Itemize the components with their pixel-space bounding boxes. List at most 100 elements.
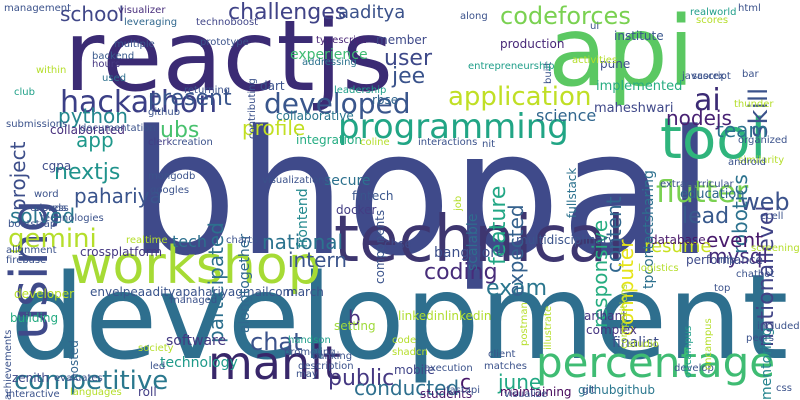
word-develop: develop bbox=[674, 363, 714, 374]
word-ai: ai bbox=[694, 83, 721, 118]
word-cgpa: cgpa bbox=[42, 159, 72, 173]
word-html: html bbox=[738, 3, 761, 14]
word-along: along bbox=[460, 11, 488, 22]
word-user: user bbox=[384, 46, 432, 71]
word-alignment: alignment bbox=[6, 245, 57, 256]
word-top: top bbox=[714, 283, 731, 294]
word-software: software bbox=[166, 333, 227, 349]
word-challenges: challenges bbox=[228, 0, 347, 25]
word-express: express bbox=[30, 203, 69, 214]
word-technology: technology bbox=[160, 355, 238, 371]
word-visualizer: visualizer bbox=[118, 5, 166, 16]
word-aaditya: aaditya bbox=[338, 2, 406, 23]
word-api: api bbox=[548, 0, 695, 108]
word-leveraging: leveraging bbox=[124, 17, 178, 28]
word-logistics: logistics bbox=[638, 263, 679, 274]
word-mysql: mysql bbox=[708, 244, 768, 268]
word-offcampus: offcampus bbox=[683, 325, 694, 378]
word-matches: matches bbox=[484, 361, 527, 372]
word-screening: screening bbox=[751, 243, 800, 254]
word-team: team bbox=[716, 118, 768, 142]
word-technical: technical bbox=[334, 203, 625, 277]
word-conducted: conducted bbox=[354, 376, 460, 400]
word-bar: bar bbox=[742, 69, 759, 80]
word-clouds: clouds bbox=[34, 203, 67, 214]
word-multiple: multiple bbox=[114, 39, 155, 50]
word-typescript: typescript bbox=[316, 35, 367, 46]
word-bangalore: bangalore bbox=[434, 245, 505, 261]
word-git: git bbox=[582, 385, 596, 396]
word-creation: creation bbox=[172, 137, 213, 148]
word-manit: manit bbox=[208, 336, 341, 390]
word-profile: profile bbox=[242, 116, 306, 140]
word-percentage: percentage bbox=[536, 338, 776, 387]
word-crossplatform: crossplatform bbox=[80, 245, 163, 259]
word-bootstrap: bootstrap bbox=[8, 219, 57, 230]
word-docker: docker bbox=[336, 203, 377, 217]
word-visualizations: visualizations bbox=[262, 175, 330, 186]
word-club: club bbox=[14, 87, 35, 98]
word-activities: activities bbox=[572, 55, 618, 66]
word-oncampus: oncampus bbox=[703, 318, 714, 370]
word-github: github bbox=[148, 107, 181, 118]
word-implemented: implemented bbox=[596, 79, 683, 94]
word-nit: nit bbox=[482, 139, 496, 150]
word-backend: backend bbox=[92, 51, 135, 62]
word-technologies: technologies bbox=[40, 213, 104, 224]
word-technoboost: technoboost bbox=[196, 17, 259, 28]
word-nodejs: nodejs bbox=[666, 106, 732, 130]
word-tool: tool bbox=[660, 107, 767, 172]
word-envelpeaadityapahariyagmailcom: envelpeaadityapahariyagmailcom bbox=[90, 285, 295, 299]
word-scorex: scorex bbox=[692, 71, 725, 82]
word-linkedinlinkedin: linkedinlinkedin bbox=[398, 309, 492, 323]
word-pahariya: pahariya bbox=[74, 184, 162, 208]
word-exam: exam bbox=[486, 276, 548, 301]
word-maheshwari: maheshwari bbox=[594, 101, 674, 116]
word-interactions: interactions bbox=[418, 137, 478, 148]
word-ui: ui bbox=[590, 21, 600, 32]
word-ubs: ubs bbox=[160, 118, 200, 143]
word-database: database bbox=[650, 233, 706, 247]
word-javascript: javascript bbox=[682, 71, 731, 82]
word-education: education bbox=[680, 187, 745, 202]
word-hackathon: hackathon bbox=[60, 85, 218, 120]
word-thunder: thunder bbox=[734, 99, 774, 110]
word-member: member bbox=[376, 33, 427, 47]
word-charts: charts bbox=[226, 235, 258, 246]
word-workshop: workshop bbox=[70, 236, 321, 296]
word-present: present bbox=[148, 86, 232, 111]
word-execution: execution bbox=[424, 363, 473, 374]
word-similarity: similarity bbox=[738, 155, 785, 166]
word-chatbot: chatbot bbox=[736, 269, 775, 280]
word-css: css bbox=[776, 383, 792, 394]
word-performance: performance bbox=[686, 253, 763, 267]
word-setting: setting bbox=[334, 319, 376, 333]
word-led: led bbox=[150, 361, 166, 372]
word-mobile: mobile bbox=[394, 363, 435, 377]
word-frontend: frontend bbox=[295, 188, 311, 248]
word-python: python bbox=[58, 104, 128, 128]
word-realworld: realworld bbox=[690, 7, 737, 18]
word-fintech: fintech bbox=[352, 189, 394, 203]
word-multidisciplinary: multidisciplinary bbox=[516, 233, 616, 247]
word-public: public bbox=[328, 366, 395, 391]
word-bhopal: bhopal bbox=[128, 93, 714, 294]
word-rbse: rbse bbox=[372, 93, 399, 107]
word-secure: secure bbox=[324, 173, 371, 189]
word-june: june bbox=[498, 370, 542, 394]
word-visualize: visualize bbox=[504, 389, 548, 400]
word-ecell: ecell bbox=[760, 211, 784, 222]
word-languages: languages bbox=[70, 387, 122, 398]
word-b: b bbox=[348, 306, 361, 330]
word-reactjs: reactjs bbox=[64, 0, 394, 114]
word-code: code bbox=[392, 335, 417, 346]
word-scores: scores bbox=[696, 15, 729, 26]
word-within: within bbox=[36, 65, 67, 76]
word-development: development bbox=[10, 248, 789, 386]
word-realtime: realtime bbox=[126, 235, 168, 246]
word-society: society bbox=[138, 343, 174, 354]
word-march: march bbox=[286, 285, 324, 299]
word-maintaining: maintaining bbox=[500, 385, 572, 399]
word-included: included bbox=[757, 321, 800, 332]
